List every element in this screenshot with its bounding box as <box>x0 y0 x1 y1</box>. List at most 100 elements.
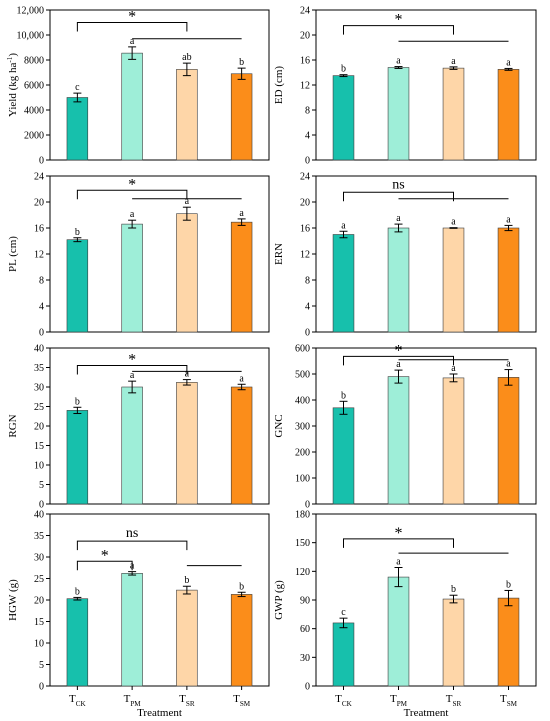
bar-TPM <box>387 227 410 333</box>
bar-TSM <box>230 221 253 333</box>
y-tick-label: 4 <box>39 302 44 313</box>
y-tick-label: 8000 <box>24 56 44 67</box>
y-tick-label: 30 <box>300 653 310 664</box>
significance-letter: a <box>451 56 456 67</box>
y-tick-label: 10 <box>34 639 44 650</box>
significance-letter: a <box>506 359 511 370</box>
y-tick-label: 20 <box>34 422 44 433</box>
y-axis-label: GNC <box>273 414 285 437</box>
chart-panel-3: 0 4 8 12 16 20 24 PL (cm) b a a a * <box>7 172 270 339</box>
y-axis-label: HGW (g) <box>7 579 19 621</box>
significance-label: * <box>128 176 136 193</box>
significance-letter: b <box>184 575 189 586</box>
y-tick-label: 24 <box>300 6 310 17</box>
y-tick-label: 4 <box>305 302 310 313</box>
bar-TSM <box>230 386 253 505</box>
x-tick-label: TSM <box>233 693 251 708</box>
significance-letter: b <box>75 227 80 238</box>
bar-TPM <box>121 386 143 505</box>
significance-letter: a <box>130 209 135 220</box>
significance-bracket <box>76 189 188 200</box>
bar-TCK <box>332 407 355 505</box>
y-tick-label: 0 <box>305 682 310 693</box>
significance-bracket <box>76 365 188 375</box>
significance-letter: b <box>239 57 244 68</box>
chart-panel-8: 0 30 60 90 120 150 180 GWP (g) c a b b * TCK TPM TSR TSM… <box>273 510 537 719</box>
x-tick-label: TSM <box>500 693 518 708</box>
bar-TPM <box>121 223 143 333</box>
bar-TSR <box>176 213 198 333</box>
x-axis-label: Treatment <box>137 707 182 719</box>
significance-letter: ab <box>182 52 191 63</box>
bar-TCK <box>66 97 89 161</box>
bar-TSR <box>176 69 198 161</box>
significance-letter: a <box>451 363 456 374</box>
x-tick-label: TPM <box>124 693 142 708</box>
y-tick-label: 0 <box>305 328 310 339</box>
significance-letter: a <box>506 57 511 68</box>
bar-TCK <box>332 234 355 333</box>
y-tick-label: 12 <box>300 81 310 92</box>
bar-TSM <box>230 594 253 687</box>
bar-TPM <box>387 376 410 505</box>
significance-label: * <box>395 525 403 542</box>
significance-label: * <box>395 12 403 29</box>
y-tick-label: 90 <box>300 596 310 607</box>
y-axis-label: PL (cm) <box>7 236 19 272</box>
significance-bracket <box>343 25 454 35</box>
bar-TSR <box>176 382 198 505</box>
x-tick-label: TSR <box>446 693 462 708</box>
y-tick-label: 300 <box>295 422 310 433</box>
significance-letter: a <box>341 220 346 231</box>
bar-TCK <box>332 622 355 687</box>
significance-letter: a <box>451 217 456 228</box>
bar-TSM <box>497 377 520 505</box>
y-tick-label: 20 <box>34 198 44 209</box>
significance-letter: a <box>396 359 401 370</box>
y-tick-label: 5 <box>39 480 44 491</box>
y-tick-label: 40 <box>34 510 44 521</box>
y-tick-label: 0 <box>39 682 44 693</box>
significance-letter: a <box>396 557 401 568</box>
bar-TSR <box>442 227 465 333</box>
significance-label: ns <box>392 177 404 192</box>
y-tick-label: 12,000 <box>17 6 45 17</box>
bar-TSM <box>230 73 253 161</box>
significance-letter: b <box>451 584 456 595</box>
bar-TPM <box>121 573 143 687</box>
bar-TCK <box>332 75 355 161</box>
y-tick-label: 120 <box>295 567 310 578</box>
y-tick-label: 10 <box>34 461 44 472</box>
bar-TPM <box>387 576 410 687</box>
x-tick-label: TCK <box>69 693 86 708</box>
significance-label: * <box>101 547 109 564</box>
y-axis-label: Yield (kg ha-1) <box>6 53 19 117</box>
y-tick-label: 600 <box>295 344 310 355</box>
y-tick-label: 15 <box>34 617 44 628</box>
y-tick-label: 0 <box>305 156 310 167</box>
significance-letter: b <box>239 581 244 592</box>
y-tick-label: 0 <box>39 328 44 339</box>
y-tick-label: 60 <box>300 624 310 635</box>
y-tick-label: 8 <box>305 106 310 117</box>
y-tick-label: 400 <box>295 396 310 407</box>
bar-TSR <box>442 67 465 161</box>
y-tick-label: 4 <box>305 131 310 142</box>
x-tick-label: TCK <box>335 693 352 708</box>
y-tick-label: 8 <box>39 276 44 287</box>
significance-label: * <box>395 342 403 359</box>
y-tick-label: 2000 <box>24 131 44 142</box>
y-tick-label: 30 <box>34 383 44 394</box>
x-tick-label: TPM <box>390 693 408 708</box>
bar-TSM <box>497 227 520 333</box>
significance-letter: a <box>239 373 244 384</box>
significance-letter: b <box>506 579 511 590</box>
significance-label: * <box>128 352 136 369</box>
bar-TSR <box>176 589 198 687</box>
significance-bracket <box>76 22 188 32</box>
significance-bracket <box>76 560 133 571</box>
significance-bracket <box>76 540 188 551</box>
bar-TSR <box>442 377 465 505</box>
